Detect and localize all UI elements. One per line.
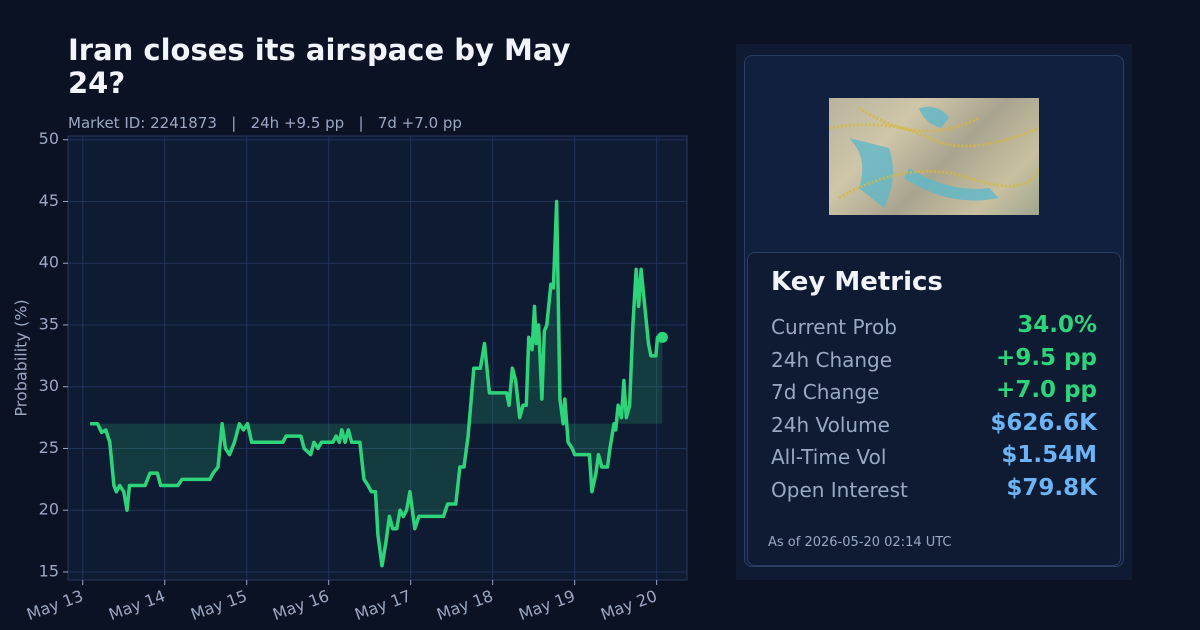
metric-label: 24h Volume (771, 412, 890, 437)
y-tick-label: 50 (39, 129, 59, 148)
x-tick-label: May 20 (598, 586, 659, 624)
metric-row: 24h Volume $626.6K (771, 409, 1097, 443)
metric-label: 24h Change (771, 347, 893, 372)
metric-label: Current Prob (771, 315, 897, 339)
x-tick-label: May 14 (106, 586, 167, 624)
panel-title: Key Metrics (771, 267, 943, 297)
metric-row: 24h Change +9.5 pp (771, 344, 1097, 378)
x-tick-label: May 19 (516, 586, 577, 624)
metric-value: $1.54M (1001, 442, 1097, 468)
metric-label: 7d Change (771, 380, 880, 404)
metric-value: 34.0% (1017, 312, 1097, 338)
x-tick-label: May 13 (24, 586, 85, 624)
metric-row: Current Prob 34.0% (771, 312, 1097, 345)
chart-title: Iran closes its airspace by May 24? (68, 33, 571, 100)
chart-subtitle: Market ID: 2241873 | 24h +9.5 pp | 7d +7… (68, 114, 462, 132)
y-tick-label: 25 (39, 438, 59, 457)
metric-value: $626.6K (990, 409, 1097, 436)
side-panel: Key Metrics As of 2026-05-20 02:14 UTC C… (736, 44, 1132, 580)
chart: Probability (%) 15 20 25 30 35 40 45 50 May 13 Ma… (12, 129, 688, 624)
x-tick-label: May 16 (270, 586, 331, 624)
metric-value: +7.0 pp (996, 377, 1097, 403)
x-tick-label: May 17 (352, 586, 413, 624)
metrics-card: Key Metrics As of 2026-05-20 02:14 UTC C… (747, 252, 1121, 566)
footnote: As of 2026-05-20 02:14 UTC (768, 535, 952, 550)
end-point (656, 331, 668, 343)
y-tick-label: 40 (39, 253, 59, 272)
metric-row: 7d Change +7.0 pp (771, 377, 1097, 410)
y-tick-label: 15 (39, 561, 59, 580)
metric-label: Open Interest (771, 477, 908, 502)
y-tick-label: 45 (39, 191, 59, 210)
panel-card: Key Metrics As of 2026-05-20 02:14 UTC C… (744, 55, 1124, 567)
map-art (828, 106, 1041, 208)
metric-label: All-Time Vol (771, 445, 887, 469)
map-image (828, 98, 1041, 215)
x-tick-label: May 15 (188, 586, 249, 624)
y-tick-label: 35 (39, 314, 59, 333)
line (90, 199, 663, 568)
metric-value: $79.8K (1006, 474, 1097, 501)
y-tick-label: 20 (39, 500, 59, 519)
x-tick-label: May 18 (434, 586, 495, 624)
metric-row: Open Interest $79.8K (771, 474, 1097, 508)
y-axis-label: Probability (%) (12, 299, 31, 416)
metric-value: +9.5 pp (996, 344, 1097, 371)
metric-row: All-Time Vol $1.54M (771, 442, 1097, 475)
y-tick-label: 30 (39, 376, 59, 395)
